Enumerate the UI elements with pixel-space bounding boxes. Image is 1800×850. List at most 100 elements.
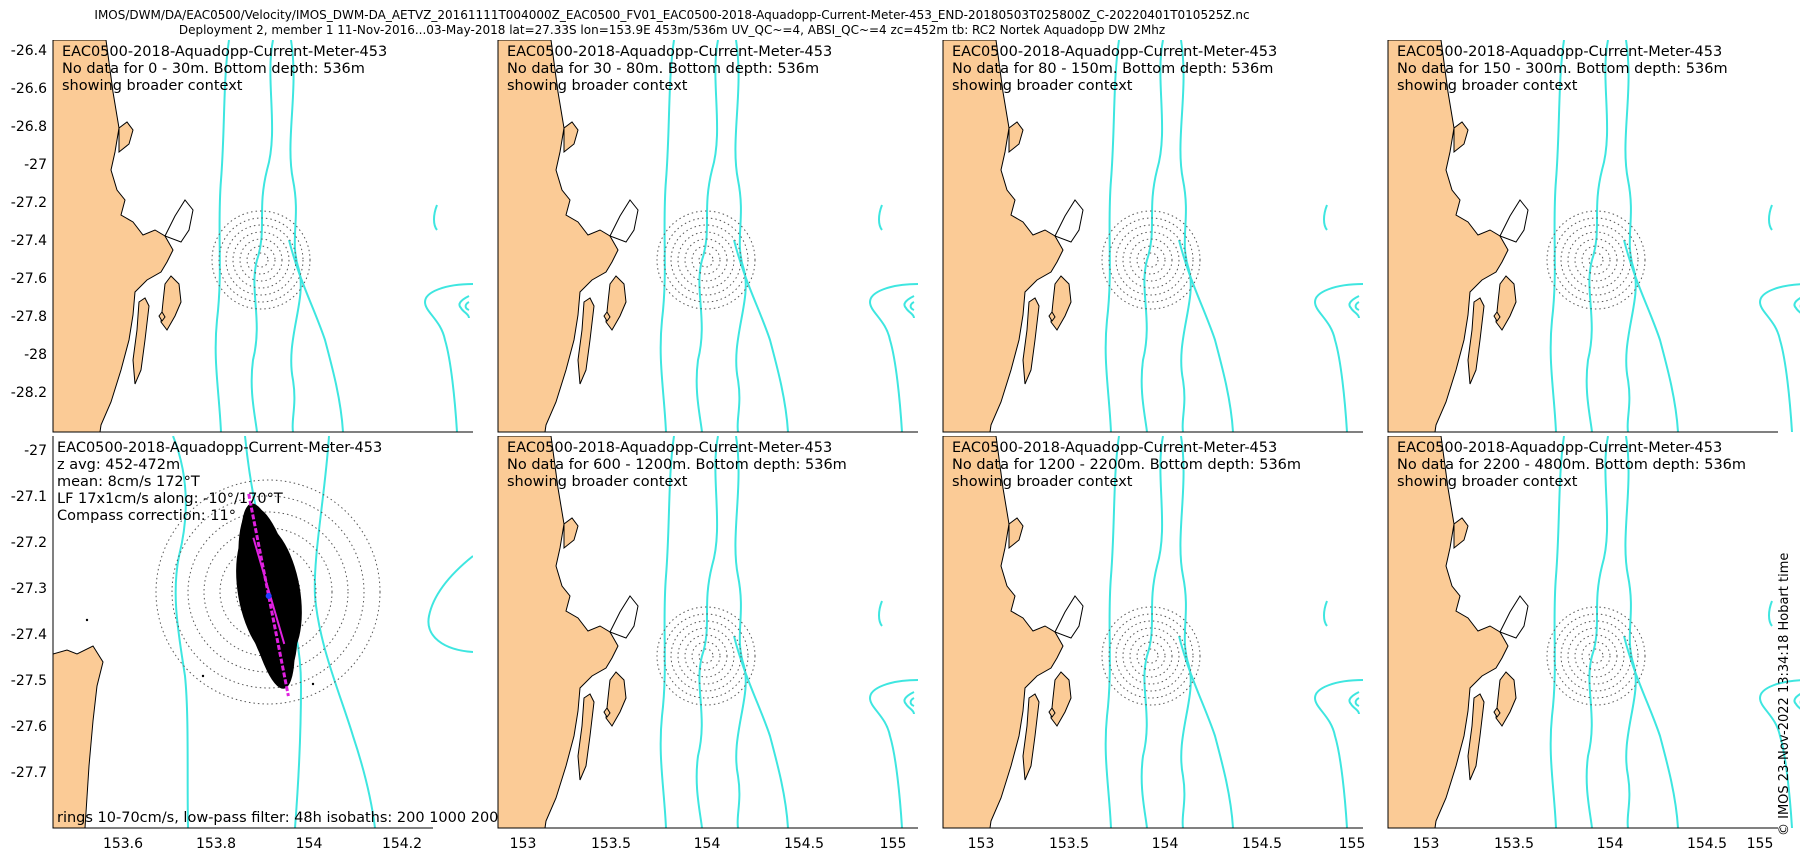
- panel-context: showing broader context: [1397, 474, 1578, 490]
- x-tick-label: 153: [510, 836, 537, 850]
- y-tick-label: -27.2: [11, 195, 47, 211]
- low-pass-track: [252, 537, 286, 645]
- panel-context: showing broader context: [507, 474, 688, 490]
- map-panel-p2: EAC0500-2018-Aquadopp-Current-Meter-453 …: [497, 40, 918, 433]
- panel-context: showing broader context: [952, 474, 1133, 490]
- isobath-line: [172, 436, 189, 828]
- x-tick-label: 154: [1597, 836, 1624, 850]
- y-tick-label: -27.8: [11, 309, 47, 325]
- x-tick-label: 153.5: [1494, 836, 1534, 850]
- x-tick-label: 154.5: [1687, 836, 1727, 850]
- header-line-1: IMOS/DWM/DA/EAC0500/Velocity/IMOS_DWM-DA…: [94, 8, 1249, 22]
- axis-frame: [497, 40, 918, 433]
- isobath-line: [427, 555, 473, 653]
- panel-note: No data for 600 - 1200m. Bottom depth: 5…: [507, 457, 847, 473]
- mean-marker: [265, 592, 272, 599]
- x-tick-label: 154.5: [784, 836, 824, 850]
- axis-frame: [942, 40, 1363, 433]
- panel-title: EAC0500-2018-Aquadopp-Current-Meter-453: [507, 44, 832, 60]
- map-panel-p7: EAC0500-2018-Aquadopp-Current-Meter-453 …: [942, 436, 1366, 850]
- y-tick-label: -27: [24, 443, 47, 459]
- x-tick-label: 153.5: [591, 836, 631, 850]
- axis-frame: [497, 436, 918, 829]
- panel-note: No data for 30 - 80m. Bottom depth: 536m: [507, 61, 819, 77]
- panel-context: showing broader context: [952, 78, 1133, 94]
- y-tick-label: -27.4: [11, 233, 47, 249]
- x-tick-label: 153.8: [196, 836, 236, 850]
- panel-title: EAC0500-2018-Aquadopp-Current-Meter-453: [952, 440, 1277, 456]
- panel-note: No data for 2200 - 4800m. Bottom depth: …: [1397, 457, 1746, 473]
- panel-note: No data for 0 - 30m. Bottom depth: 536m: [62, 61, 365, 77]
- y-tick-label: -27.4: [11, 627, 47, 643]
- header-line-2: Deployment 2, member 1 11-Nov-2016...03-…: [179, 23, 1165, 37]
- panel-context: showing broader context: [1397, 78, 1578, 94]
- x-tick-label: 153: [968, 836, 995, 850]
- panel-note: No data for 1200 - 2200m. Bottom depth: …: [952, 457, 1301, 473]
- axis-frame: [1387, 40, 1778, 433]
- panel-context: showing broader context: [507, 78, 688, 94]
- y-tick-label: -26.4: [11, 43, 47, 59]
- map-panel-p1: EAC0500-2018-Aquadopp-Current-Meter-453 …: [11, 40, 473, 433]
- y-tick-label: -28: [24, 347, 47, 363]
- mean-velocity: mean: 8cm/s 172°T: [57, 474, 200, 490]
- y-tick-label: -26.8: [11, 119, 47, 135]
- velocity-scatter: [236, 493, 302, 697]
- x-tick-label: 153: [1413, 836, 1440, 850]
- axis-frame: [1387, 436, 1778, 829]
- compass-correction: Compass correction: 11°: [57, 508, 236, 524]
- x-tick-label: 155: [1747, 836, 1774, 850]
- x-tick-label: 154: [296, 836, 323, 850]
- y-tick-label: -26.6: [11, 81, 47, 97]
- panel-title: EAC0500-2018-Aquadopp-Current-Meter-453: [952, 44, 1277, 60]
- zoomed-map: [53, 436, 473, 828]
- panel-title: EAC0500-2018-Aquadopp-Current-Meter-453: [57, 440, 382, 456]
- y-tick-label: -27.3: [11, 581, 47, 597]
- panel-note: No data for 80 - 150m. Bottom depth: 536…: [952, 61, 1273, 77]
- y-tick-label: -27: [24, 157, 47, 173]
- axis-frame: [942, 436, 1363, 829]
- map-panel-p8: EAC0500-2018-Aquadopp-Current-Meter-453 …: [1387, 436, 1800, 850]
- axis-frame: [52, 436, 433, 829]
- map-panel-p4: EAC0500-2018-Aquadopp-Current-Meter-453 …: [1387, 40, 1800, 433]
- x-tick-label: 155: [880, 836, 907, 850]
- map-background: [1388, 40, 1800, 432]
- y-tick-label: -27.6: [11, 719, 47, 735]
- map-panel-p6: EAC0500-2018-Aquadopp-Current-Meter-453 …: [497, 436, 918, 850]
- panel-title: EAC0500-2018-Aquadopp-Current-Meter-453: [507, 440, 832, 456]
- depth-avg: z avg: 452-472m: [57, 457, 180, 473]
- y-tick-label: -27.7: [11, 765, 47, 781]
- x-tick-label: 155: [1339, 836, 1366, 850]
- x-tick-label: 154.5: [1242, 836, 1282, 850]
- panel-title: EAC0500-2018-Aquadopp-Current-Meter-453: [62, 44, 387, 60]
- panel-title: EAC0500-2018-Aquadopp-Current-Meter-453: [1397, 44, 1722, 60]
- map-panel-p5: EAC0500-2018-Aquadopp-Current-Meter-453 …: [11, 436, 531, 850]
- coast-land: [53, 645, 104, 828]
- isobath-line: [313, 436, 376, 828]
- map-panel-p3: EAC0500-2018-Aquadopp-Current-Meter-453 …: [942, 40, 1363, 433]
- y-tick-label: -27.1: [11, 489, 47, 505]
- x-tick-label: 154: [694, 836, 721, 850]
- axis-frame: [52, 40, 473, 433]
- y-tick-label: -27.2: [11, 535, 47, 551]
- x-tick-label: 153.5: [1049, 836, 1089, 850]
- x-tick-label: 154: [1152, 836, 1179, 850]
- panel-context: showing broader context: [62, 78, 243, 94]
- panel-note: No data for 150 - 300m. Bottom depth: 53…: [1397, 61, 1728, 77]
- y-tick-label: -27.5: [11, 673, 47, 689]
- map-background: [1388, 436, 1800, 828]
- x-tick-label: 154.2: [382, 836, 422, 850]
- panel-footer: rings 10-70cm/s, low-pass filter: 48h is…: [57, 810, 531, 826]
- map-background: [943, 40, 1363, 432]
- panel-title: EAC0500-2018-Aquadopp-Current-Meter-453: [1397, 440, 1722, 456]
- map-background: [943, 436, 1363, 828]
- map-background: [498, 40, 918, 432]
- y-tick-label: -27.6: [11, 271, 47, 287]
- lf-stats: LF 17x1cm/s along: -10°/170°T: [57, 491, 283, 507]
- y-tick-label: -28.2: [11, 385, 47, 401]
- x-tick-label: 153.6: [103, 836, 143, 850]
- map-background: [498, 436, 918, 828]
- map-background: [53, 40, 473, 432]
- low-pass-track: [247, 493, 290, 697]
- imos-credit: © IMOS 23-Nov-2022 13:34:18 Hobart time: [1777, 553, 1792, 836]
